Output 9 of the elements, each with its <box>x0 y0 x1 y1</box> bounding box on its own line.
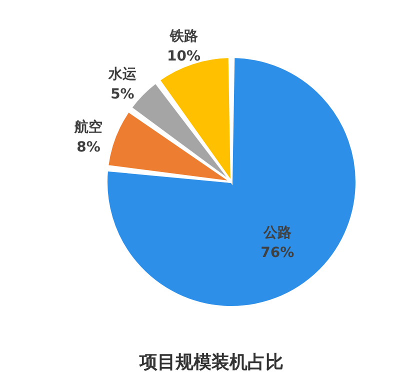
data-label: 10% <box>167 48 201 65</box>
data-label: 5% <box>110 86 134 103</box>
slice-label: 水运 <box>107 66 138 83</box>
slice-label: 航空 <box>74 118 103 136</box>
slice-label: 铁路 <box>168 28 198 45</box>
data-label: 76% <box>260 245 294 262</box>
data-label: 8% <box>76 139 100 156</box>
slice-label: 公路 <box>262 225 292 242</box>
text: 项目规模装机占比 <box>138 352 284 373</box>
